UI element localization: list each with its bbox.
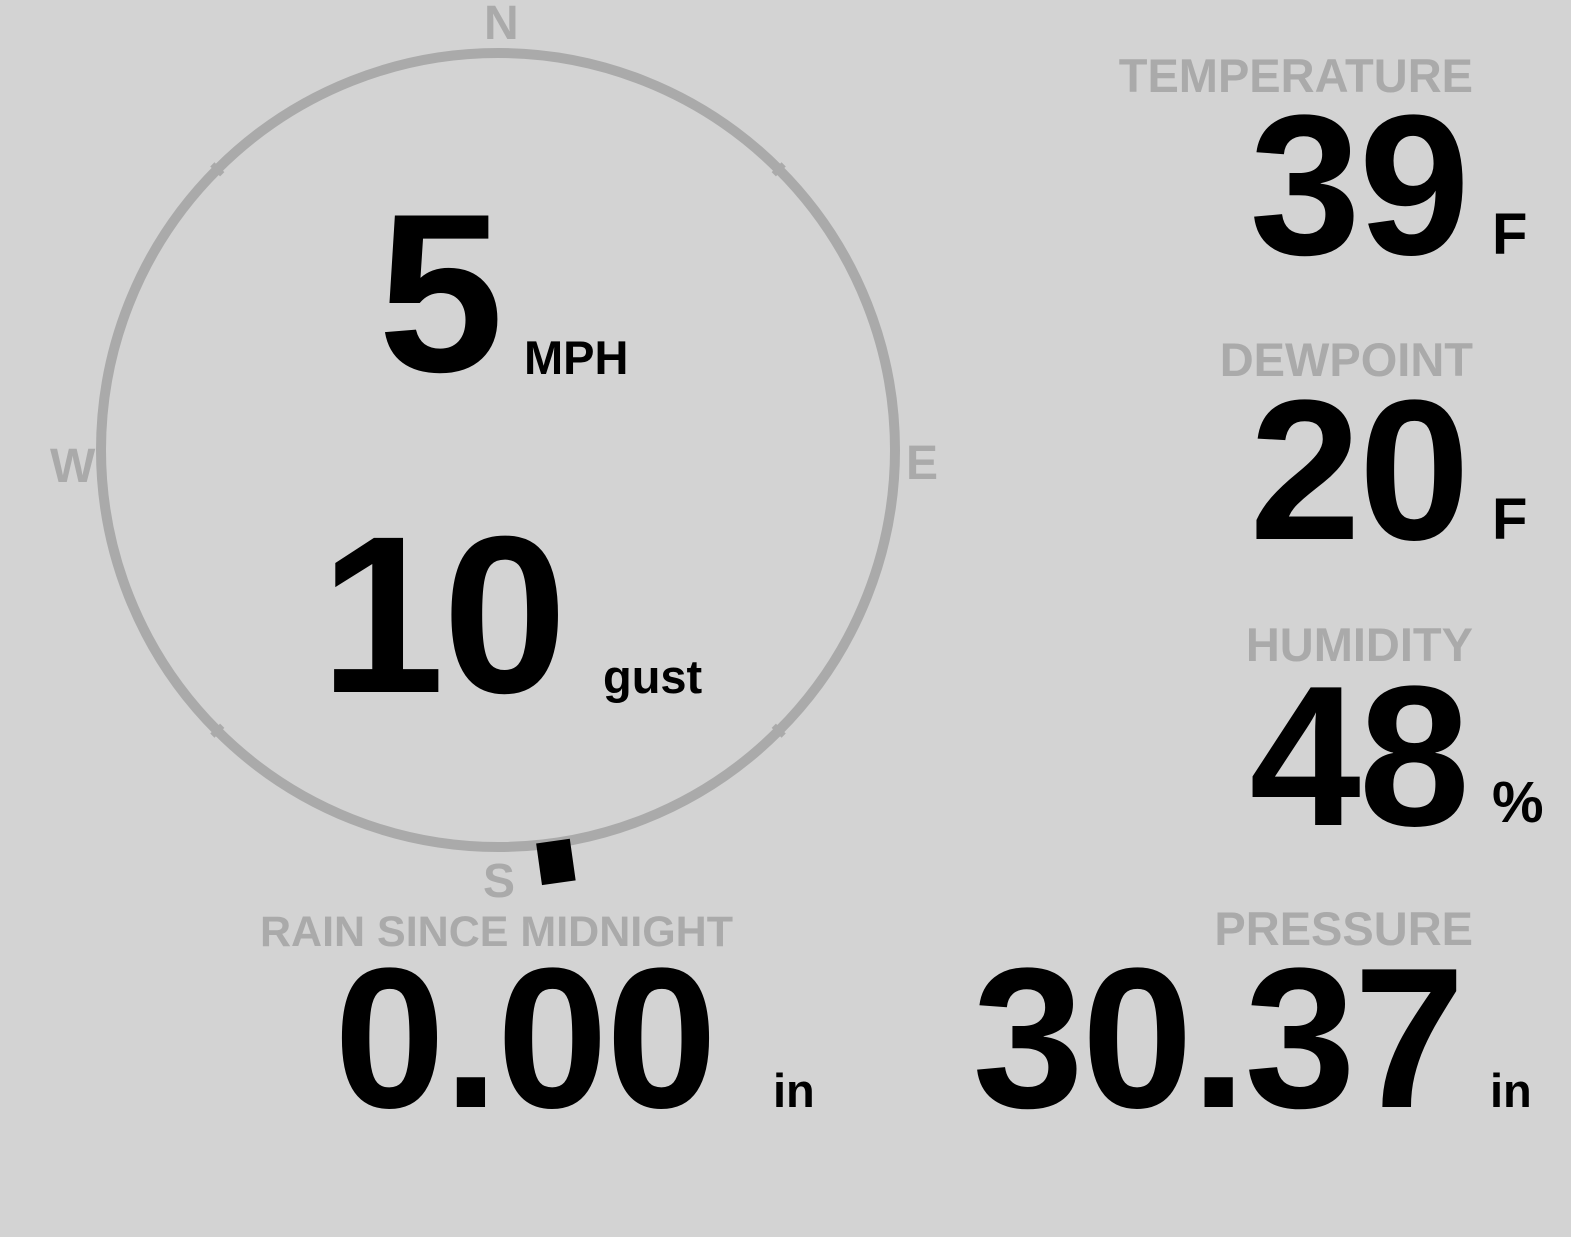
temperature-label: TEMPERATURE [1118, 49, 1473, 102]
compass-label-south: S [483, 855, 516, 908]
wind-gust-value: 10 [320, 490, 567, 740]
temperature-value: 39 [1249, 74, 1470, 297]
rain-label: RAIN SINCE MIDNIGHT [260, 908, 733, 956]
compass-tick [771, 162, 786, 177]
wind-gust-label: gust [603, 650, 703, 703]
compass-tick [771, 723, 786, 738]
compass-tick [210, 723, 225, 738]
temperature-unit: F [1492, 202, 1528, 267]
dewpoint-unit: F [1492, 487, 1528, 552]
compass-label-east: E [906, 437, 939, 490]
compass-tick [210, 162, 225, 177]
rain-value: 0.00 [334, 927, 717, 1150]
wind-speed-unit: MPH [524, 331, 629, 384]
wind-direction-pointer [536, 838, 576, 886]
pressure-value: 30.37 [972, 927, 1465, 1150]
compass-label-west: W [50, 440, 96, 493]
dewpoint-value: 20 [1249, 359, 1470, 582]
humidity-label: HUMIDITY [1245, 618, 1473, 671]
compass-ring [96, 48, 900, 852]
pressure-unit: in [1490, 1064, 1532, 1117]
compass-label-north: N [484, 0, 519, 50]
wind-speed-value: 5 [378, 166, 504, 419]
humidity-value: 48 [1249, 645, 1470, 868]
humidity-unit: % [1492, 770, 1544, 835]
pressure-label: PRESSURE [1214, 902, 1473, 955]
rain-unit: in [773, 1064, 815, 1117]
dewpoint-label: DEWPOINT [1219, 333, 1473, 386]
